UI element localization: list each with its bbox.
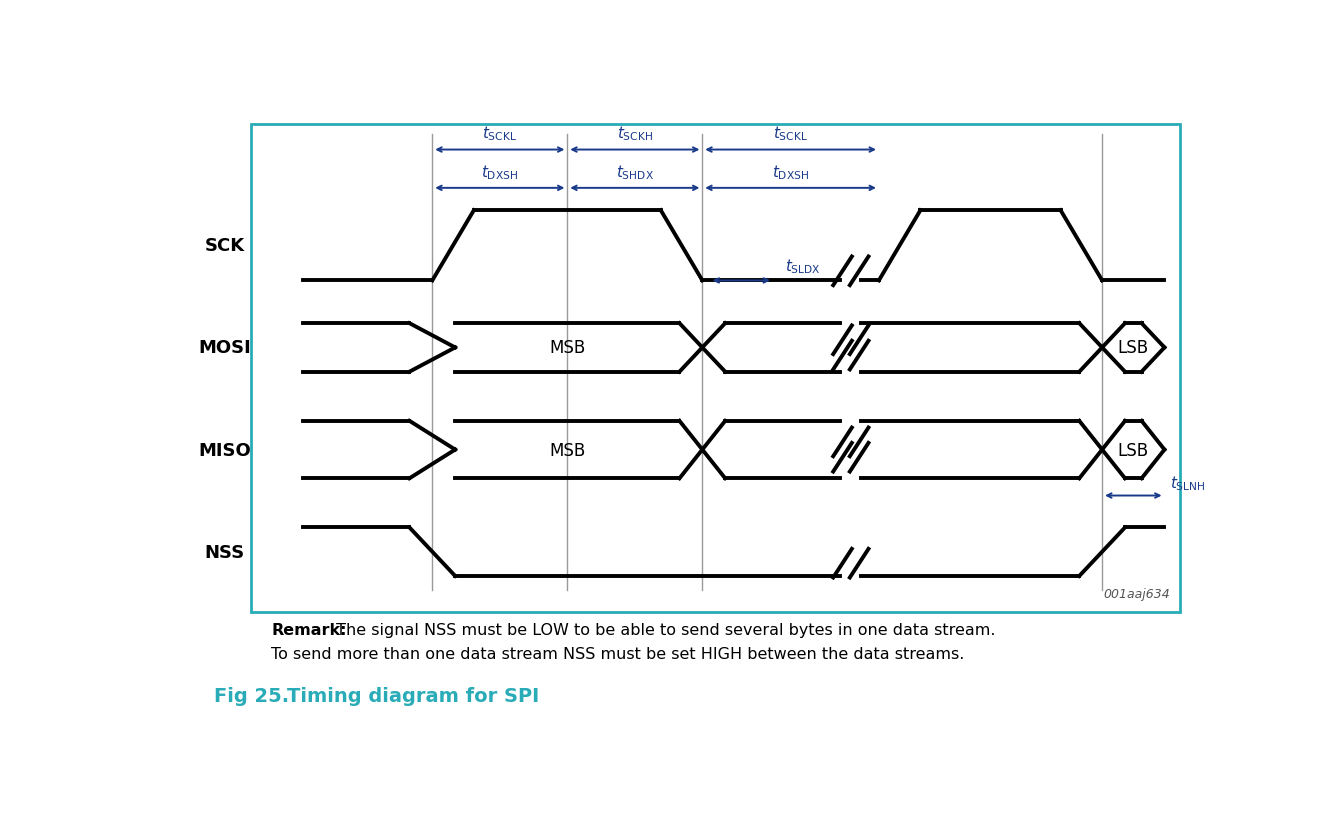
Text: $t_\mathrm{SCKL}$: $t_\mathrm{SCKL}$: [773, 124, 808, 142]
Text: MSB: MSB: [549, 441, 586, 459]
Text: $t_\mathrm{SCKH}$: $t_\mathrm{SCKH}$: [616, 124, 653, 142]
Text: LSB: LSB: [1118, 441, 1148, 459]
Text: MOSI: MOSI: [198, 339, 251, 357]
Text: SCK: SCK: [205, 237, 245, 255]
Text: MISO: MISO: [198, 441, 251, 459]
Text: $t_\mathrm{SLDX}$: $t_\mathrm{SLDX}$: [785, 258, 821, 276]
Text: The signal NSS must be LOW to be able to send several bytes in one data stream.: The signal NSS must be LOW to be able to…: [331, 623, 996, 638]
Text: $t_\mathrm{SLNH}$: $t_\mathrm{SLNH}$: [1170, 474, 1205, 492]
Text: To send more than one data stream NSS must be set HIGH between the data streams.: To send more than one data stream NSS mu…: [271, 647, 965, 662]
Text: Timing diagram for SPI: Timing diagram for SPI: [287, 686, 539, 705]
Text: 001aaj634: 001aaj634: [1103, 587, 1170, 599]
Text: $t_\mathrm{DXSH}$: $t_\mathrm{DXSH}$: [772, 164, 809, 182]
Text: $t_\mathrm{SCKL}$: $t_\mathrm{SCKL}$: [482, 124, 517, 142]
Text: Fig 25.: Fig 25.: [214, 686, 289, 705]
Text: MSB: MSB: [549, 339, 586, 357]
Text: $t_\mathrm{DXSH}$: $t_\mathrm{DXSH}$: [481, 164, 519, 182]
Text: LSB: LSB: [1118, 339, 1148, 357]
Text: Remark:: Remark:: [271, 623, 347, 638]
Text: $t_\mathrm{SHDX}$: $t_\mathrm{SHDX}$: [616, 164, 654, 182]
Text: NSS: NSS: [205, 543, 245, 561]
